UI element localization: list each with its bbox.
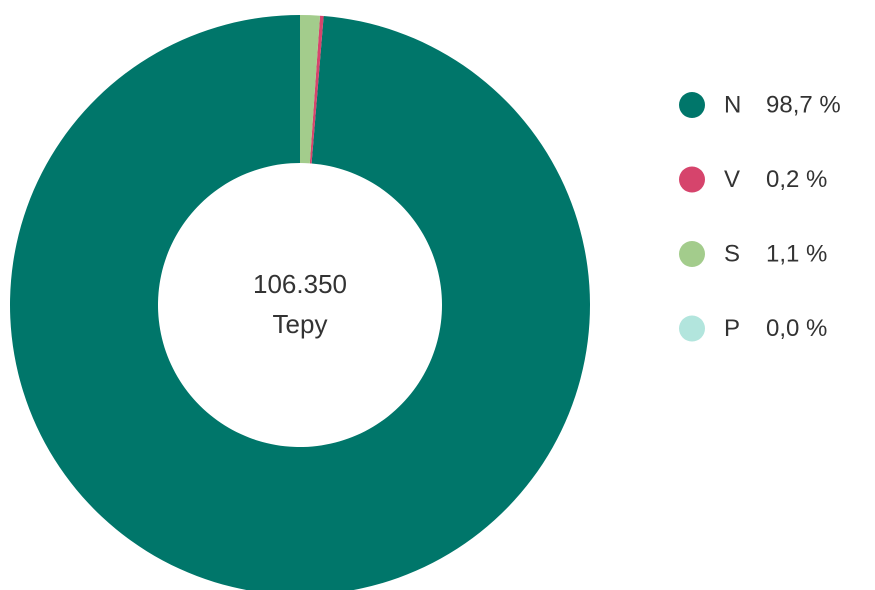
legend-value: 0,2 % [766, 166, 827, 193]
legend-category: V [724, 166, 740, 193]
donut-slice [309, 15, 324, 164]
legend-value: 0,0 % [766, 315, 827, 342]
legend-category: P [724, 315, 740, 342]
legend-value: 98,7 % [766, 91, 841, 118]
legend-category: S [724, 240, 740, 267]
legend-swatch [679, 315, 705, 342]
legend-value: 1,1 % [766, 240, 827, 267]
legend-swatch [679, 92, 705, 118]
legend-category: N [724, 91, 741, 118]
legend-swatch [679, 241, 705, 267]
center-label: Tepy [273, 309, 328, 339]
legend-swatch [679, 166, 705, 193]
center-value: 106.350 [253, 269, 347, 299]
donut-slice [10, 15, 590, 590]
donut-slice [300, 15, 321, 164]
